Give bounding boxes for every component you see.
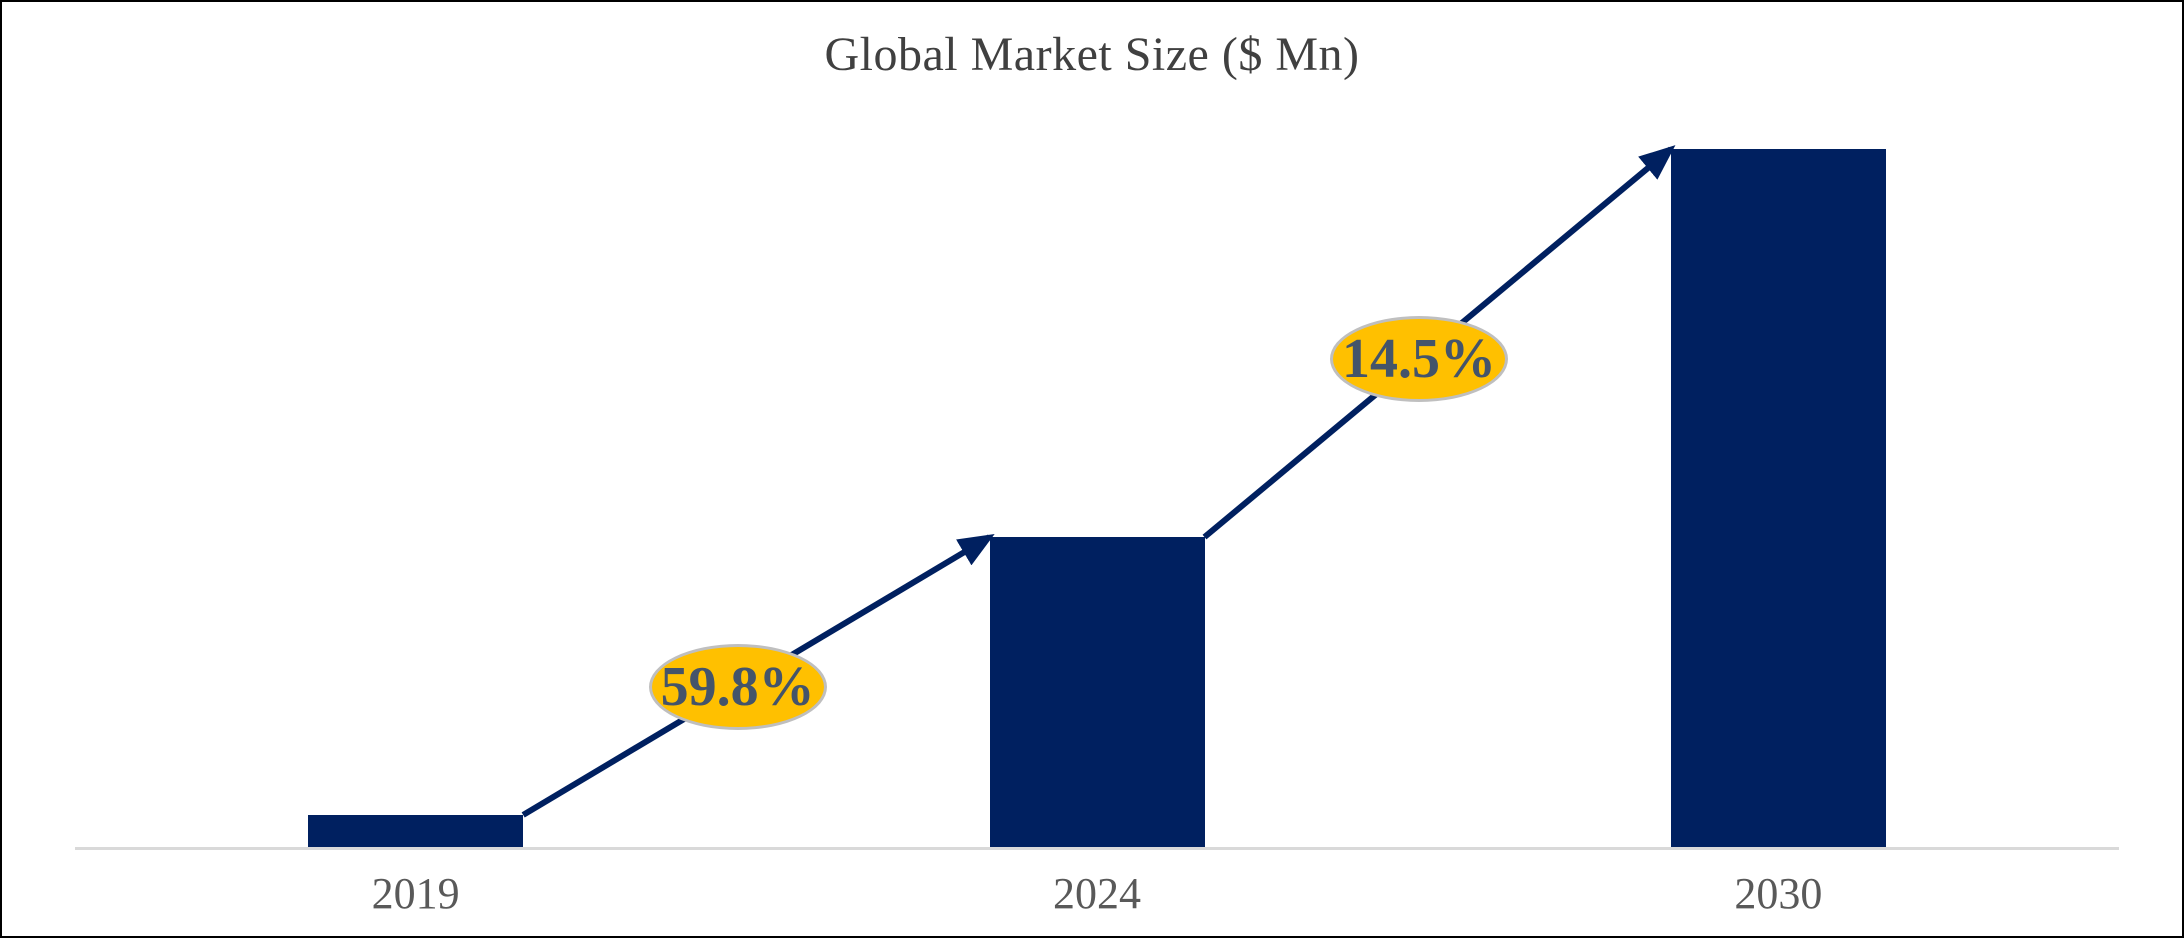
bar-2019 [308,814,524,847]
x-tick-label-2019: 2019 [371,869,460,918]
x-tick-label-2024: 2024 [1052,869,1141,918]
cagr-badge-2019-2024: 59.8% [648,644,827,731]
cagr-badge-2024-2030: 14.5% [1330,315,1508,402]
bar-2030 [1670,149,1886,847]
bar-2024 [989,537,1205,847]
chart-title: Global Market Size ($ Mn) [824,28,1360,81]
x-tick-label-2030: 2030 [1734,869,1823,918]
x-axis-line [75,847,2119,850]
